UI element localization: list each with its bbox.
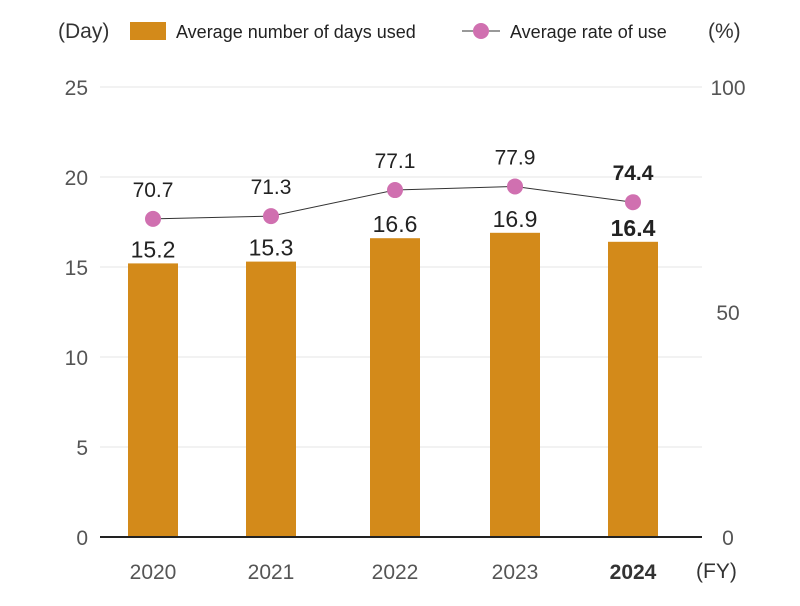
rate-point-2024 — [625, 194, 641, 211]
bar-value-label: 15.2 — [131, 236, 176, 262]
rate-point-2020 — [145, 210, 161, 227]
x-tick-label: 2024 — [610, 561, 657, 584]
data-labels: 15.2 70.7 15.3 71.3 16.6 77.1 16.9 77.9 16.4 74.4 — [131, 146, 656, 262]
x-axis-label: (FY) — [696, 560, 737, 583]
rate-point-2022 — [387, 182, 403, 199]
rate-value-label: 70.7 — [133, 179, 174, 202]
left-tick-label: 20 — [65, 167, 88, 190]
x-tick-label: 2023 — [492, 561, 539, 584]
legend-line-marker — [473, 23, 489, 39]
left-tick-label: 15 — [65, 257, 88, 280]
left-axis-label: (Day) — [58, 20, 109, 43]
bar-value-label: 16.6 — [373, 211, 418, 237]
rate-value-label: 77.1 — [375, 150, 416, 173]
x-tick-label: 2020 — [130, 561, 177, 584]
right-axis-label: (%) — [708, 20, 741, 43]
legend-bar-swatch — [130, 22, 166, 40]
bar-value-label: 16.9 — [493, 206, 538, 232]
rate-value-label: 77.9 — [495, 146, 536, 169]
right-tick-label: 50 — [716, 302, 739, 325]
bar-value-label: 16.4 — [611, 215, 656, 241]
bar-2021 — [246, 261, 296, 537]
rate-line — [145, 178, 641, 227]
x-tick-label: 2021 — [248, 561, 295, 584]
legend-bar-label: Average number of days used — [176, 22, 416, 42]
x-tick-label: 2022 — [372, 561, 419, 584]
rate-point-2023 — [507, 178, 523, 195]
bar-2023 — [490, 232, 540, 538]
right-tick-label: 100 — [710, 77, 745, 100]
rate-value-label: 71.3 — [251, 176, 292, 199]
left-tick-label: 0 — [76, 527, 88, 550]
rate-value-label: 74.4 — [613, 162, 654, 185]
bars — [128, 232, 658, 538]
rate-point-2021 — [263, 208, 279, 225]
bar-2020 — [128, 263, 178, 537]
bar-2022 — [370, 238, 420, 537]
right-tick-label: 0 — [722, 527, 734, 550]
bar-2024 — [608, 241, 658, 538]
bar-value-label: 15.3 — [249, 235, 294, 261]
left-tick-label: 10 — [65, 347, 88, 370]
left-tick-label: 25 — [65, 77, 88, 100]
legend-line-label: Average rate of use — [510, 22, 667, 42]
axes: 0 5 10 15 20 25 0 50 100 2020 2021 2022 2023 2024 — [65, 77, 746, 584]
left-tick-label: 5 — [76, 437, 88, 460]
legend: (Day) Average number of days used Averag… — [58, 20, 741, 43]
